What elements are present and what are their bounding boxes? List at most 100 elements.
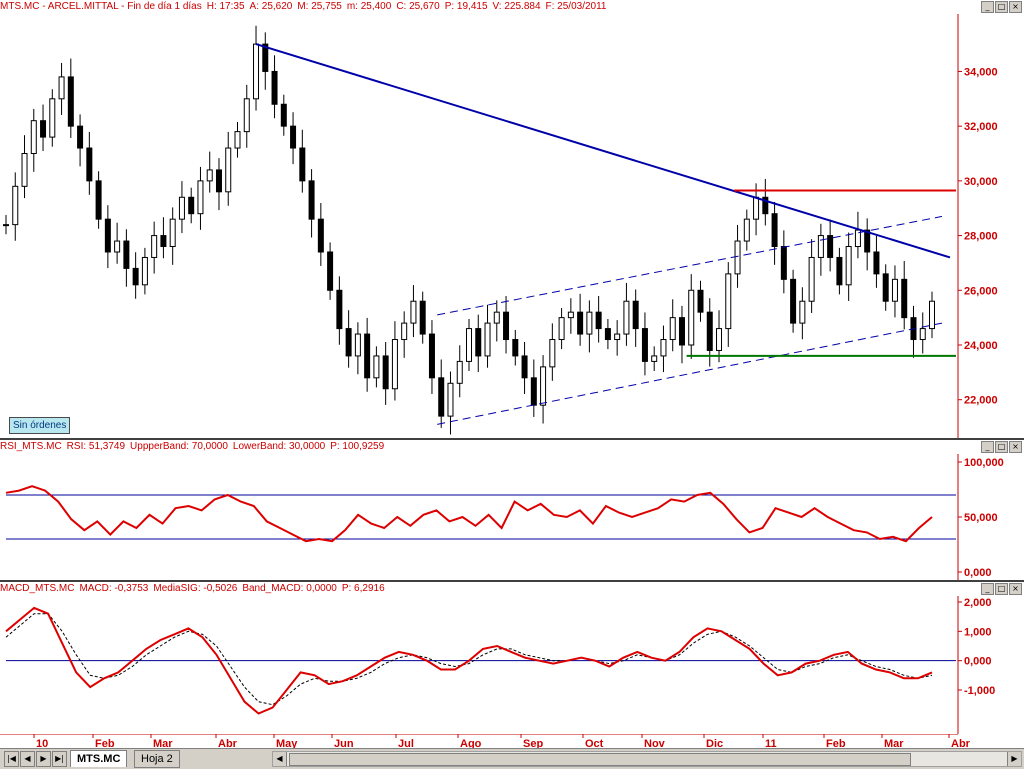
date-axis: 10 Feb Mar Abr May Jun Jul Ago Sep Oct Nov Dic 11 Feb… [0,734,1024,750]
y-tick-label: 1,000 [964,626,992,638]
candle-body [3,224,9,227]
pane-separator[interactable] [0,580,1024,582]
y-tick-label: 24,000 [964,340,998,352]
candle-body [660,339,667,357]
candle-body [225,147,232,193]
candle-body [299,147,306,182]
price-title-field: M: 25,755 [297,1,342,12]
candle-body [327,251,334,291]
y-tick-label: 22,000 [964,395,998,407]
candle-body [706,311,713,351]
price-title-field: P: 19,415 [444,1,488,12]
orders-badge[interactable]: Sin órdenes [9,417,71,434]
date-axis-bg [0,734,1024,750]
restore-icon[interactable]: □ [995,1,1008,13]
scroll-left-icon[interactable]: ◀ [273,752,287,766]
price-chart[interactable]: 34,000 32,000 30,000 28,000 26,000 24,000 22,0… [0,14,1024,438]
y-tick-label: 34,000 [964,66,998,78]
candle-body [604,328,611,341]
rsi-window-buttons: _ □ × [981,441,1022,453]
candle-body [771,213,778,248]
candle-body [678,317,685,346]
scrollbar-thumb[interactable] [289,753,911,766]
candle-body [373,355,380,379]
rsi-title-field: RSI_MTS.MC [0,441,62,452]
candle-body [864,229,871,253]
macd-signal-line [5,613,933,706]
candle-body [243,98,250,133]
candle-body [40,120,47,138]
scroll-right-icon[interactable]: ▶ [1007,752,1021,766]
rsi-title-field: P: 100,9259 [330,441,385,452]
candle-body [567,311,574,319]
close-icon[interactable]: × [1009,583,1022,595]
minimize-icon[interactable]: _ [981,441,994,453]
candle-body [169,218,176,248]
candle-body [484,322,491,357]
candle-body [632,300,639,330]
x-tick-label: May [276,738,298,750]
last-sheet-icon[interactable]: ▶| [52,751,67,767]
x-tick-label: Mar [153,738,173,750]
candle-body [725,273,732,330]
candle-body [716,328,723,351]
candle-body [215,169,222,193]
macd-title-field: MediaSIG: -0,5026 [153,583,238,594]
x-tick-label: 11 [765,738,777,750]
candle-body [21,153,28,187]
price-title-field: F: 25/03/2011 [545,1,607,12]
candle-body [614,333,621,341]
first-sheet-icon[interactable]: |◀ [4,751,19,767]
price-title-field: A: 25,620 [249,1,293,12]
y-tick-label: 100,000 [964,457,1004,469]
macd-pane-title: MACD_MTS.MC MACD: -0,3753 MediaSIG: -0,502… [0,582,1024,596]
restore-icon[interactable]: □ [995,441,1008,453]
tab-mts-mc[interactable]: MTS.MC [70,750,128,767]
candle-body [595,311,602,330]
candle-body [549,339,556,368]
rsi-chart[interactable]: 100,000 50,000 0,000 [0,454,1024,580]
candle-body [114,240,121,253]
prev-sheet-icon[interactable]: ◀ [20,751,35,767]
x-tick-label: Mar [884,738,904,750]
close-icon[interactable]: × [1009,441,1022,453]
candle-body [891,278,898,302]
candle-body [86,147,93,182]
rsi-pane: RSI_MTS.MC RSI: 51,3749 UppperBand: 70,000… [0,440,1024,580]
candle-body [401,322,408,341]
candle-body [530,377,537,406]
minimize-icon[interactable]: _ [981,1,994,13]
candle-body [30,120,37,155]
macd-chart[interactable]: 2,000 1,000 0,000 -1,000 [0,596,1024,748]
x-tick-label: Jul [398,738,414,750]
candle-body [77,125,84,149]
y-tick-label: 26,000 [964,285,998,297]
y-tick-label: 50,000 [964,512,998,524]
candle-body [317,218,324,253]
candle-body [475,328,482,357]
channel-lower [437,322,943,425]
y-tick-label: 2,000 [964,597,992,609]
candle-body [929,300,935,330]
candle-body [540,366,547,406]
price-title-field: C: 25,670 [396,1,440,12]
candle-body [345,328,352,357]
pane-separator[interactable] [0,438,1024,440]
x-tick-label: Oct [585,738,604,750]
horizontal-scrollbar[interactable]: ◀ ▶ [272,751,1022,767]
restore-icon[interactable]: □ [995,583,1008,595]
candle-body [845,246,852,286]
candle-body [290,125,297,149]
rsi-title-field: UppperBand: 70,0000 [130,441,228,452]
tab-hoja-2[interactable]: Hoja 2 [134,750,180,768]
minimize-icon[interactable]: _ [981,583,994,595]
candle-body [780,246,787,280]
candle-body [753,196,760,220]
x-tick-label: Feb [95,738,115,750]
close-icon[interactable]: × [1009,1,1022,13]
candle-body [586,311,593,335]
candle-body [419,300,426,335]
channel-upper [437,215,943,316]
rsi-title-field: RSI: 51,3749 [66,441,126,452]
next-sheet-icon[interactable]: ▶ [36,751,51,767]
